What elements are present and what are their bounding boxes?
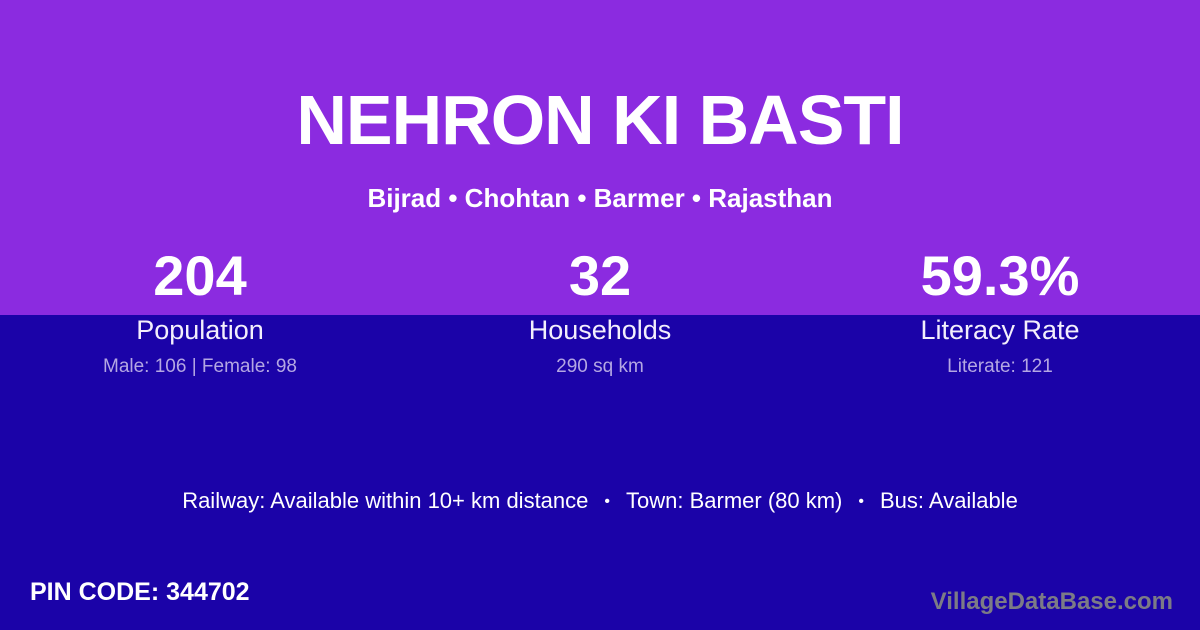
literacy-detail: Literate: 121: [947, 356, 1053, 377]
stat-households: 32 Households 290 sq km: [400, 246, 800, 377]
watermark: VillageDataBase.com: [930, 588, 1173, 615]
stat-population: 204 Population Male: 106 | Female: 98: [0, 246, 400, 377]
stats-row: 204 Population Male: 106 | Female: 98 32…: [0, 246, 1200, 377]
town-info: Town: Barmer (80 km): [626, 488, 843, 513]
stat-literacy: 59.3% Literacy Rate Literate: 121: [800, 246, 1200, 377]
page-title: NEHRON KI BASTI: [296, 81, 904, 159]
railway-info: Railway: Available within 10+ km distanc…: [182, 488, 589, 513]
pin-code-label: PIN CODE:: [30, 578, 160, 606]
households-value: 32: [568, 244, 632, 307]
bullet-separator: •: [858, 493, 864, 510]
pin-code: PIN CODE: 344702: [30, 577, 250, 607]
pin-code-value: 344702: [166, 578, 250, 606]
breadcrumb: Bijrad • Chohtan • Barmer • Rajasthan: [367, 183, 833, 213]
bullet-separator: •: [604, 493, 610, 510]
population-detail: Male: 106 | Female: 98: [103, 356, 297, 377]
transport-info: Railway: Available within 10+ km distanc…: [0, 487, 1200, 516]
population-label: Population: [136, 315, 264, 345]
households-detail: 290 sq km: [556, 356, 644, 377]
households-label: Households: [528, 315, 672, 345]
literacy-label: Literacy Rate: [920, 315, 1080, 345]
bus-info: Bus: Available: [880, 488, 1018, 513]
population-value: 204: [153, 244, 247, 307]
literacy-value: 59.3%: [920, 244, 1080, 307]
